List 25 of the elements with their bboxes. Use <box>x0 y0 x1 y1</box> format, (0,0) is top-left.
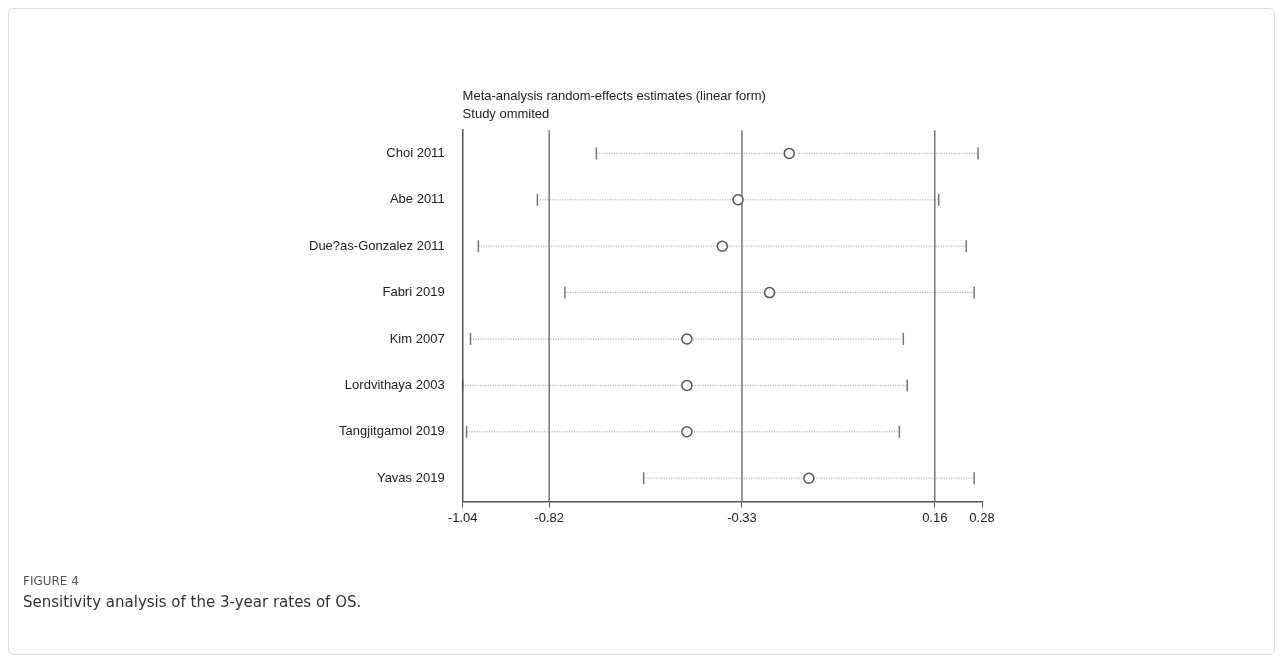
y-tick-label: Lordvithaya 2003 <box>344 376 445 392</box>
point <box>783 147 795 160</box>
text: Sensitivity analysis of the 3-year rates of OS. <box>23 593 362 611</box>
caption: FIGURE 4 <box>23 574 79 588</box>
y-tick-label: Fabri 2019 <box>382 284 445 300</box>
x-tick-label: -1.04 <box>447 509 478 525</box>
x-tick-label: -0.33 <box>727 509 757 525</box>
chart-title: Meta-analysis random-effects estimates (linear form) <box>462 88 766 104</box>
point <box>681 379 693 392</box>
y-tick-label: Tangjitgamol 2019 <box>339 423 445 439</box>
y-tick-label: Kim 2007 <box>389 330 445 346</box>
y-tick-label: Abe 2011 <box>389 191 445 207</box>
y-tick-label: Yavas 2019 <box>376 469 445 485</box>
point <box>716 240 729 252</box>
point <box>763 286 776 299</box>
y-tick-label: Due?as-Gonzalez 2011 <box>309 237 445 253</box>
chart-subtitle: Study ommited <box>462 105 550 121</box>
point <box>681 333 693 345</box>
point <box>732 194 744 206</box>
x-tick-label: 0.28 <box>969 509 995 525</box>
y-tick-label: Choi 2011 <box>386 144 445 160</box>
point <box>803 472 815 484</box>
x-tick-label: -0.82 <box>534 509 565 525</box>
point <box>681 426 693 438</box>
x-tick-label: 0.16 <box>922 509 948 525</box>
